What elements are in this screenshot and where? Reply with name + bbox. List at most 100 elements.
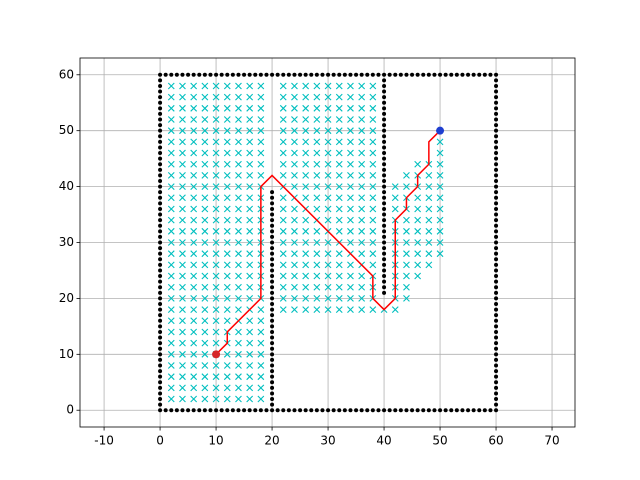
obstacle — [320, 72, 325, 77]
visited-node — [302, 93, 310, 101]
obstacle — [382, 223, 387, 228]
visited-node — [358, 295, 366, 302]
visited-node — [414, 205, 422, 213]
visited-node — [335, 127, 343, 135]
visited-node — [291, 116, 298, 123]
obstacle — [230, 408, 235, 413]
obstacle — [382, 72, 387, 77]
y-tick-label: 0 — [66, 403, 74, 417]
obstacle — [494, 206, 499, 211]
visited-node — [212, 93, 220, 101]
visited-node — [190, 138, 198, 146]
visited-node — [246, 395, 254, 403]
obstacle — [270, 318, 275, 323]
visited-node — [223, 205, 231, 213]
obstacle — [438, 408, 443, 413]
visited-node — [223, 317, 231, 325]
visited-node — [347, 93, 354, 101]
obstacle — [158, 341, 163, 346]
obstacle — [494, 346, 499, 351]
obstacle — [494, 212, 499, 217]
obstacle — [270, 397, 275, 402]
visited-node — [291, 306, 298, 313]
visited-node — [257, 172, 265, 179]
y-tick-label: 30 — [59, 235, 74, 249]
visited-node — [246, 205, 254, 213]
visited-node — [179, 138, 186, 146]
visited-node — [279, 250, 287, 258]
obstacle — [230, 72, 235, 77]
obstacle — [449, 408, 454, 413]
obstacle — [494, 279, 499, 284]
visited-node — [235, 127, 242, 135]
visited-node — [167, 93, 175, 101]
visited-node — [179, 339, 186, 347]
visited-node — [291, 183, 298, 190]
visited-node — [291, 93, 298, 101]
obstacle — [494, 391, 499, 396]
visited-node — [246, 362, 254, 369]
visited-node — [347, 216, 354, 224]
visited-node — [335, 172, 343, 179]
axes-frame — [79, 57, 576, 428]
obstacle — [264, 72, 269, 77]
visited-node — [235, 250, 242, 258]
visited-node — [223, 350, 231, 358]
obstacle — [438, 72, 443, 77]
obstacle — [488, 72, 493, 77]
obstacle — [158, 285, 163, 290]
obstacle — [270, 352, 275, 357]
visited-node — [291, 250, 298, 258]
visited-node — [235, 160, 242, 168]
visited-node — [201, 295, 209, 302]
obstacle — [158, 111, 163, 116]
obstacle — [314, 72, 319, 77]
obstacle — [382, 134, 387, 139]
obstacle — [292, 408, 297, 413]
obstacle — [270, 218, 275, 223]
visited-node — [167, 395, 175, 403]
visited-node — [403, 250, 410, 258]
obstacle — [258, 408, 263, 413]
obstacle — [382, 229, 387, 234]
obstacle — [158, 89, 163, 94]
visited-node — [190, 384, 198, 392]
obstacle — [247, 408, 252, 413]
obstacle — [494, 223, 499, 228]
visited-node — [257, 160, 265, 168]
obstacle — [494, 72, 499, 77]
visited-node — [313, 283, 321, 291]
visited-node — [167, 317, 175, 325]
visited-node — [235, 82, 242, 90]
visited-node — [201, 272, 209, 280]
visited-node — [313, 138, 321, 146]
obstacle — [354, 72, 359, 77]
start-point — [212, 350, 221, 359]
visited-node — [212, 339, 220, 347]
obstacle — [382, 184, 387, 189]
visited-node — [223, 362, 231, 369]
visited-node — [369, 149, 377, 157]
visited-node — [347, 272, 354, 280]
visited-node — [223, 93, 231, 101]
visited-node — [279, 272, 287, 280]
visited-node — [347, 261, 354, 269]
visited-node — [302, 227, 310, 235]
visited-node — [212, 104, 220, 112]
obstacle — [382, 106, 387, 111]
visited-node — [257, 93, 265, 101]
visited-node — [235, 283, 242, 291]
obstacle — [197, 408, 202, 413]
obstacle — [180, 72, 185, 77]
obstacle — [494, 229, 499, 234]
visited-node — [279, 205, 287, 213]
obstacle — [158, 151, 163, 156]
visited-node — [179, 317, 186, 325]
obstacle — [382, 262, 387, 267]
visited-node — [246, 373, 254, 381]
obstacle — [270, 307, 275, 312]
visited-node — [190, 172, 198, 179]
visited-node — [347, 227, 354, 235]
obstacle — [208, 408, 213, 413]
visited-node — [313, 239, 321, 246]
